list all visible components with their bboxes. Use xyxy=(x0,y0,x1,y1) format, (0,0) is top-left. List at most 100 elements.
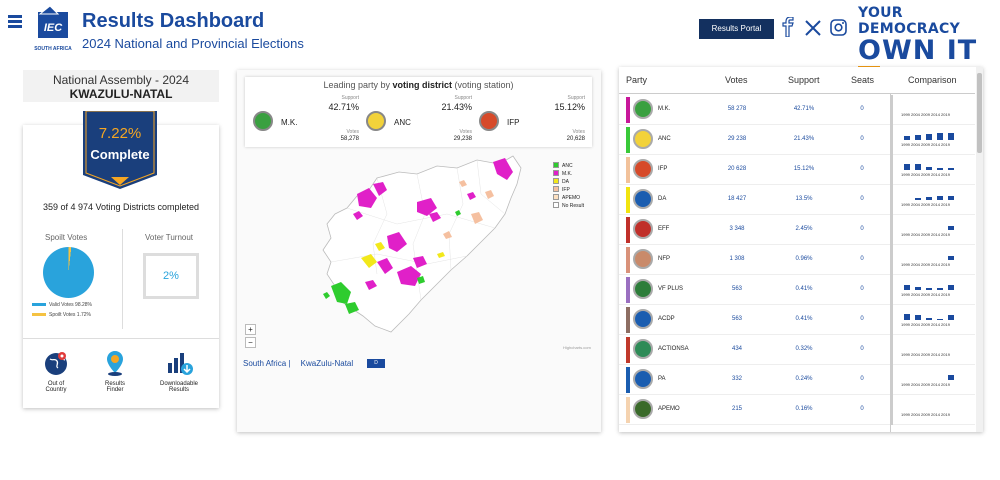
results-table: Party Votes Support Seats Comparison M.K… xyxy=(619,67,983,432)
legend-item[interactable]: APEMO xyxy=(553,194,584,202)
downloadable-results-tool[interactable]: Downloadable Results xyxy=(149,349,209,393)
party-name[interactable]: APEMO xyxy=(658,406,680,412)
party-color-bar xyxy=(626,367,630,393)
history-bar xyxy=(904,136,910,140)
legend-item[interactable]: No Result xyxy=(553,202,584,210)
comparison-years: 1999 2004 2009 2014 2019 xyxy=(901,382,950,387)
table-row[interactable]: DA 18 427 13.5% 0 1999 2004 2009 2014 2019 xyxy=(619,185,975,215)
iec-logo[interactable]: IEC SOUTH AFRICA xyxy=(32,4,74,54)
history-bar xyxy=(904,285,910,290)
party-name[interactable]: DA xyxy=(658,196,667,202)
globe-location-icon xyxy=(42,349,70,377)
party-name[interactable]: VF PLUS xyxy=(658,286,684,292)
party-color-bar xyxy=(626,337,630,363)
party-votes: 434 xyxy=(731,346,742,352)
history-bar xyxy=(926,167,932,170)
spoilt-votes-title: Spoilt Votes xyxy=(45,233,88,242)
party-seats: 0 xyxy=(860,196,864,202)
spoilt-votes-legend: Spoilt Votes 1.72% xyxy=(32,312,91,318)
party-support: 0.32% xyxy=(795,346,813,352)
party-votes: 1 308 xyxy=(729,256,745,262)
zoom-out-button[interactable]: − xyxy=(245,337,256,348)
history-bar xyxy=(937,168,943,170)
party-votes: 58 278 xyxy=(727,106,747,112)
table-row[interactable]: ACTIONSA 434 0.32% 0 1999 2004 2009 2014 201… xyxy=(619,335,975,365)
party-logo-icon xyxy=(633,399,653,419)
legend-item[interactable]: M.K. xyxy=(553,170,584,178)
leading-party-ifp[interactable]: IFP Support 15.12% Votes 20,628 xyxy=(475,95,589,145)
party-seats: 0 xyxy=(860,406,864,412)
legend-item[interactable]: ANC xyxy=(553,162,584,170)
district-dropdown[interactable]: D xyxy=(367,359,385,368)
legend-item[interactable]: IFP xyxy=(553,186,584,194)
party-color-bar xyxy=(626,157,630,183)
header-support[interactable]: Support xyxy=(788,75,820,85)
zoom-in-button[interactable]: + xyxy=(245,324,256,335)
table-row[interactable]: M.K. 58 278 42.71% 0 1999 2004 2009 2014 201… xyxy=(619,95,975,125)
chart-credits[interactable]: Highcharts.com xyxy=(563,345,591,350)
divider xyxy=(23,338,219,339)
table-row[interactable]: ACDP 563 0.41% 0 1999 2004 2009 2014 2019 xyxy=(619,305,975,335)
header-party[interactable]: Party xyxy=(626,75,648,85)
history-bar xyxy=(915,135,921,140)
hamburger-menu-icon[interactable] xyxy=(8,15,22,29)
header-seats[interactable]: Seats xyxy=(851,75,875,85)
breadcrumb-kwazulu-natal[interactable]: KwaZulu-Natal xyxy=(300,359,354,368)
party-support: 42.71% xyxy=(793,106,815,112)
map-pin-icon xyxy=(101,349,129,377)
party-color-bar xyxy=(626,307,630,333)
party-name[interactable]: ANC xyxy=(658,136,671,142)
history-bar xyxy=(915,287,921,290)
table-row[interactable]: APEMO 215 0.16% 0 1999 2004 2009 2014 2019 xyxy=(619,395,975,425)
table-scrollbar[interactable] xyxy=(976,67,983,432)
history-bar xyxy=(926,134,932,140)
party-seats: 0 xyxy=(860,226,864,232)
header-comparison[interactable]: Comparison xyxy=(908,75,957,85)
comparison-chart: 1999 2004 2009 2014 2019 xyxy=(891,365,964,395)
out-of-country-tool[interactable]: Out of Country xyxy=(26,349,86,393)
history-bar xyxy=(926,318,932,320)
comparison-chart: 1999 2004 2009 2014 2019 xyxy=(891,155,964,185)
kzn-voting-district-map[interactable] xyxy=(317,154,557,344)
party-seats: 0 xyxy=(860,376,864,382)
leading-party-anc[interactable]: ANC Support 21.43% Votes 29,238 xyxy=(362,95,476,145)
party-name[interactable]: NFP xyxy=(658,256,670,262)
party-name[interactable]: EFF xyxy=(658,226,670,232)
party-name[interactable]: PA xyxy=(658,376,666,382)
table-row[interactable]: IFP 20 628 15.12% 0 1999 2004 2009 2014 2019 xyxy=(619,155,975,185)
legend-item[interactable]: DA xyxy=(553,178,584,186)
breadcrumb-south-africa[interactable]: South Africa | xyxy=(243,359,291,368)
leading-party-mk[interactable]: M.K. Support 42.71% Votes 58,278 xyxy=(249,95,363,145)
party-logo-icon xyxy=(253,111,273,131)
table-row[interactable]: VF PLUS 563 0.41% 0 1999 2004 2009 2014 2019 xyxy=(619,275,975,305)
districts-completed: 359 of 4 974 Voting Districts completed xyxy=(42,202,200,212)
party-logo-icon xyxy=(633,249,653,269)
comparison-chart: 1999 2004 2009 2014 2019 xyxy=(891,305,964,335)
history-bar xyxy=(915,164,921,170)
party-name[interactable]: IFP xyxy=(658,166,668,172)
party-name[interactable]: M.K. xyxy=(658,106,671,112)
table-row[interactable]: PA 332 0.24% 0 1999 2004 2009 2014 2019 xyxy=(619,365,975,395)
svg-text:SOUTH AFRICA: SOUTH AFRICA xyxy=(34,46,72,52)
party-name[interactable]: ACDP xyxy=(658,316,675,322)
results-portal-button[interactable]: Results Portal xyxy=(699,19,774,39)
x-twitter-icon[interactable] xyxy=(803,17,823,39)
comparison-years: 1999 2004 2009 2014 2019 xyxy=(901,262,950,267)
history-bar xyxy=(948,168,954,170)
comparison-years: 1999 2004 2009 2014 2019 xyxy=(901,142,950,147)
table-row[interactable]: EFF 3 348 2.45% 0 1999 2004 2009 2014 2019 xyxy=(619,215,975,245)
history-bar xyxy=(904,164,910,170)
header-votes[interactable]: Votes xyxy=(725,75,748,85)
party-name[interactable]: ACTIONSA xyxy=(658,346,689,352)
party-support: 0.41% xyxy=(795,316,813,322)
history-bar xyxy=(948,285,954,290)
table-row[interactable]: NFP 1 308 0.96% 0 1999 2004 2009 2014 2019 xyxy=(619,245,975,275)
results-finder-tool[interactable]: Results Finder xyxy=(85,349,145,393)
party-votes: 29 238 xyxy=(727,136,747,142)
history-bar xyxy=(948,133,954,140)
table-row[interactable]: ANC 29 238 21.43% 0 1999 2004 2009 2014 2019 xyxy=(619,125,975,155)
instagram-icon[interactable] xyxy=(828,17,848,39)
divider xyxy=(122,229,123,329)
facebook-icon[interactable] xyxy=(778,16,798,39)
comparison-chart: 1999 2004 2009 2014 2019 xyxy=(891,245,964,275)
